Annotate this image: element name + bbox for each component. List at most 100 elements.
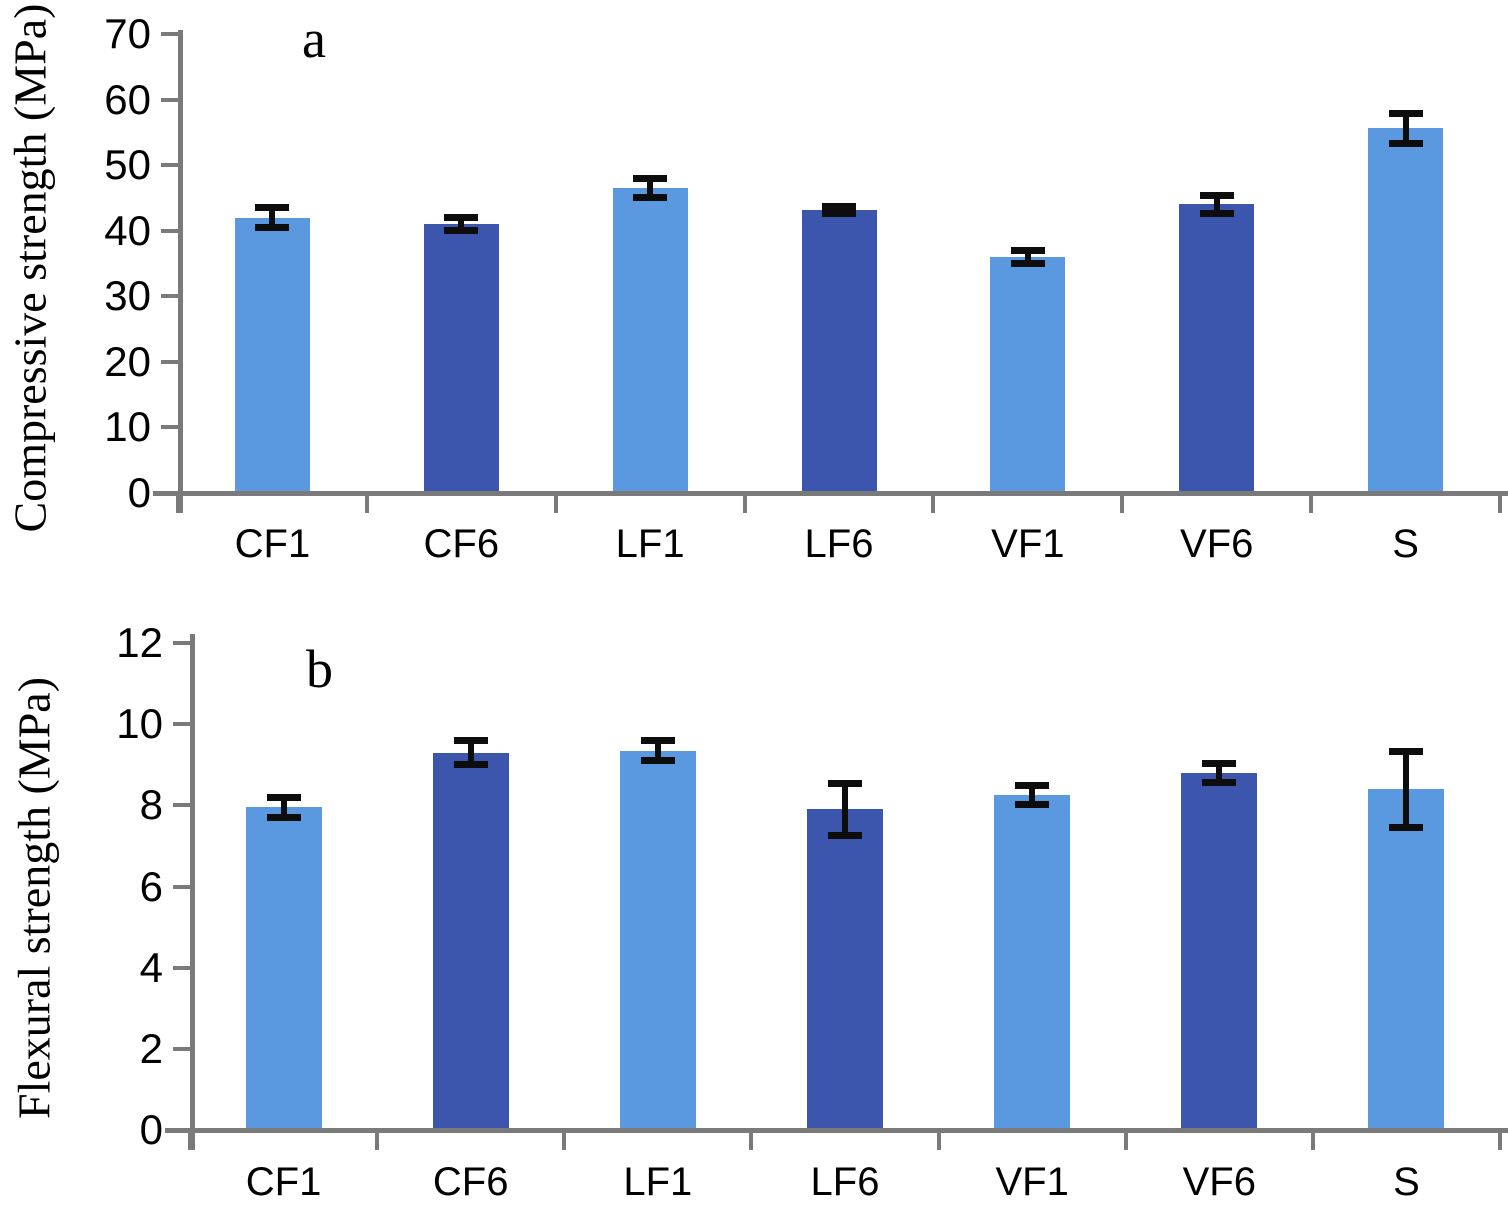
x-axis-line <box>153 491 1508 496</box>
y-tick-mark-30 <box>161 294 178 299</box>
error-bar-cap-top-S <box>1389 747 1424 755</box>
error-bar-stem-CF6 <box>458 218 465 230</box>
y-axis-line <box>178 30 183 513</box>
bar-CF6 <box>423 224 499 493</box>
error-bar-cap-bottom-VF1 <box>1015 801 1050 809</box>
x-tick-mark-2 <box>562 1130 567 1150</box>
y-tick-mark-70 <box>161 32 178 36</box>
error-bar-cap-top-LF1 <box>633 175 668 183</box>
y-tick-mark-40 <box>161 228 178 233</box>
error-bar-cap-top-VF6 <box>1202 759 1237 767</box>
x-category-label-VF1: VF1 <box>995 1160 1069 1204</box>
error-bar-cap-bottom-S <box>1388 139 1423 147</box>
x-tick-mark-3 <box>742 493 747 513</box>
error-bar-stem-VF1 <box>1024 252 1031 262</box>
error-bar-cap-top-LF6 <box>822 203 856 211</box>
error-bar-cap-bottom-CF6 <box>453 760 488 768</box>
x-category-label-LF6: LF6 <box>804 522 874 566</box>
y-axis-title-compressive: Compressive strength (MPa) <box>4 3 56 533</box>
error-bar-cap-top-VF1 <box>1015 782 1050 790</box>
y-tick-mark-60 <box>161 97 178 102</box>
x-tick-mark-2 <box>553 493 558 513</box>
error-bar-stem-CF1 <box>269 209 276 227</box>
error-bar-cap-top-LF6 <box>828 780 862 788</box>
error-bar-cap-bottom-VF6 <box>1202 779 1237 786</box>
error-bar-cap-bottom-CF1 <box>266 813 301 821</box>
x-category-label-CF1: CF1 <box>245 1160 322 1204</box>
bar-VF1 <box>994 795 1071 1130</box>
x-tick-mark-6 <box>1309 493 1314 513</box>
y-tick-label-6: 6 <box>139 862 163 910</box>
bar-LF6 <box>807 809 883 1130</box>
error-bar-cap-bottom-CF1 <box>255 224 290 232</box>
x-category-label-LF1: LF1 <box>623 1160 693 1204</box>
x-tick-mark-7 <box>1498 493 1502 513</box>
bar-LF1 <box>612 188 688 493</box>
error-bar-cap-bottom-VF1 <box>1010 259 1045 267</box>
x-category-label-VF6: VF6 <box>1182 1160 1256 1204</box>
y-axis-line <box>190 634 195 1150</box>
error-bar-stem-LF1 <box>654 742 661 759</box>
bar-VF6 <box>1181 772 1258 1130</box>
y-tick-mark-10 <box>173 722 190 727</box>
y-tick-label-10: 10 <box>104 403 151 451</box>
y-tick-label-40: 40 <box>104 206 151 254</box>
y-tick-mark-4 <box>173 965 190 970</box>
bar-LF6 <box>801 210 877 493</box>
x-category-label-S: S <box>1392 522 1419 566</box>
x-tick-mark-6 <box>1310 1130 1315 1150</box>
error-bar-cap-top-CF1 <box>255 204 290 212</box>
y-tick-mark-20 <box>161 359 178 364</box>
y-tick-label-0: 0 <box>127 469 151 516</box>
bar-LF1 <box>619 750 696 1130</box>
y-tick-mark-2 <box>173 1046 190 1051</box>
bar-CF1 <box>245 807 322 1130</box>
x-category-label-VF1: VF1 <box>991 522 1065 566</box>
y-axis-title-flexural: Flexural strength (MPa) <box>8 676 60 1120</box>
y-tick-label-2: 2 <box>139 1024 163 1072</box>
panel-label-a: a <box>302 9 326 69</box>
x-axis-line <box>165 1128 1508 1133</box>
bar-S <box>1368 128 1444 493</box>
y-tick-label-4: 4 <box>139 943 163 991</box>
bar-CF6 <box>432 752 509 1130</box>
error-bar-cap-top-LF1 <box>640 737 675 745</box>
x-category-label-S: S <box>1393 1160 1420 1204</box>
x-tick-mark-4 <box>931 493 936 513</box>
x-category-label-CF1: CF1 <box>234 522 311 566</box>
error-bar-stem-LF6 <box>842 785 848 834</box>
error-bar-stem-CF6 <box>467 742 474 763</box>
error-bar-cap-top-S <box>1388 110 1423 118</box>
error-bar-stem-VF1 <box>1029 787 1036 804</box>
y-tick-label-8: 8 <box>139 781 163 829</box>
y-tick-label-70: 70 <box>104 10 151 57</box>
x-tick-mark-5 <box>1123 1130 1128 1150</box>
error-bar-stem-S <box>1402 115 1409 142</box>
bar-VF6 <box>1179 204 1255 493</box>
y-tick-mark-10 <box>161 425 178 430</box>
y-tick-label-0: 0 <box>139 1106 163 1153</box>
error-bar-cap-top-CF6 <box>453 737 488 745</box>
error-bar-cap-bottom-LF1 <box>633 193 668 201</box>
y-tick-mark-50 <box>161 163 178 168</box>
x-tick-mark-4 <box>936 1130 941 1150</box>
x-category-label-CF6: CF6 <box>432 1160 509 1204</box>
error-bar-cap-bottom-VF6 <box>1199 209 1234 217</box>
x-tick-mark-1 <box>375 1130 380 1150</box>
error-bar-stem-VF6 <box>1216 764 1223 781</box>
x-category-label-CF6: CF6 <box>423 522 500 566</box>
x-category-label-LF1: LF1 <box>615 522 685 566</box>
error-bar-cap-top-CF6 <box>444 213 479 221</box>
panel-label-b: b <box>306 639 333 699</box>
y-tick-label-12: 12 <box>116 619 163 667</box>
y-tick-label-10: 10 <box>116 700 163 748</box>
y-tick-label-50: 50 <box>104 141 151 189</box>
error-bar-cap-bottom-LF1 <box>640 756 675 764</box>
x-tick-mark-7 <box>1498 1130 1502 1150</box>
y-tick-mark-6 <box>173 884 190 889</box>
y-tick-mark-8 <box>173 803 190 808</box>
error-bar-stem-S <box>1403 752 1410 826</box>
x-tick-mark-1 <box>364 493 369 513</box>
error-bar-cap-top-VF1 <box>1010 247 1045 255</box>
